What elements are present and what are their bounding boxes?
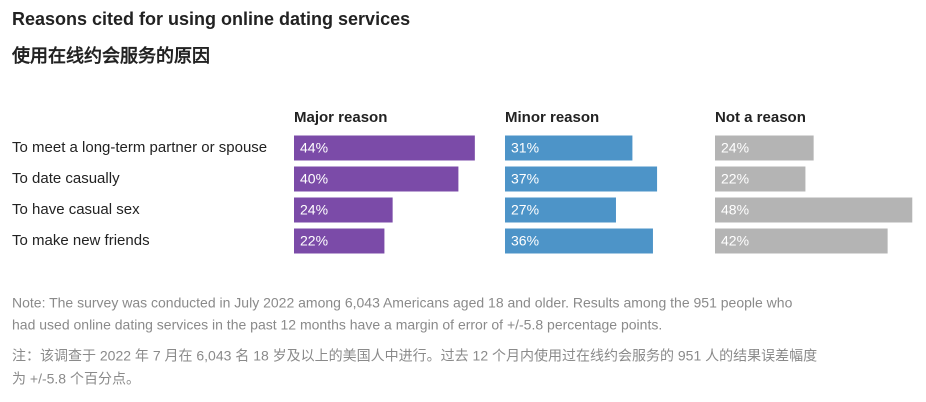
bar (294, 135, 475, 161)
note-zh: 为 +/-5.8 个百分点。 (12, 371, 140, 387)
value-label: 44% (300, 140, 328, 156)
bar (715, 197, 913, 223)
bar (505, 228, 653, 254)
value-label: 37% (511, 171, 539, 187)
note: had used online dating services in the p… (12, 317, 662, 333)
category-label: To date casually (12, 170, 120, 187)
bar (505, 135, 633, 161)
bar (294, 228, 385, 254)
chart-title: Reasons cited for using online dating se… (12, 9, 410, 29)
value-label: 27% (511, 202, 539, 218)
value-label: 24% (721, 140, 749, 156)
value-label: 40% (300, 171, 328, 187)
bar (715, 228, 888, 254)
value-label: 36% (511, 233, 539, 249)
series-header: Minor reason (505, 109, 599, 126)
note-zh: 注：该调查于 2022 年 7 月在 6,043 名 18 岁及以上的美国人中进… (12, 348, 817, 364)
chart-subtitle: 使用在线约会服务的原因 (11, 45, 210, 66)
series-header: Not a reason (715, 109, 806, 126)
bar (715, 135, 814, 161)
category-label: To meet a long-term partner or spouse (12, 139, 267, 156)
bar (505, 166, 658, 192)
bar (505, 197, 616, 223)
bar (294, 197, 393, 223)
category-label: To make new friends (12, 232, 150, 249)
bar (715, 166, 806, 192)
category-label: To have casual sex (12, 201, 140, 218)
bar (294, 166, 459, 192)
value-label: 22% (300, 233, 328, 249)
series-header: Major reason (294, 109, 387, 126)
value-label: 31% (511, 140, 539, 156)
value-label: 24% (300, 202, 328, 218)
value-label: 42% (721, 233, 749, 249)
note: Note: The survey was conducted in July 2… (12, 295, 793, 311)
value-label: 48% (721, 202, 749, 218)
value-label: 22% (721, 171, 749, 187)
